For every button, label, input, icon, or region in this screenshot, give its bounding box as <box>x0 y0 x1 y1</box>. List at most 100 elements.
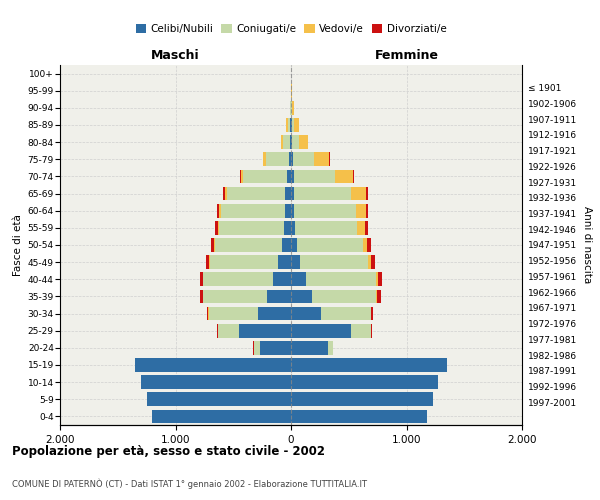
Bar <box>312 290 376 304</box>
Bar <box>221 204 284 218</box>
Bar <box>321 306 371 320</box>
Bar <box>290 136 291 149</box>
Bar <box>371 306 373 320</box>
Bar <box>351 324 371 338</box>
Bar <box>292 101 293 114</box>
Bar <box>217 204 219 218</box>
Bar <box>295 221 358 234</box>
Bar <box>141 376 291 389</box>
Bar <box>281 136 283 149</box>
Bar <box>282 238 291 252</box>
Bar <box>368 256 371 269</box>
Bar <box>299 136 308 149</box>
Bar <box>278 256 291 269</box>
Bar <box>371 256 375 269</box>
Bar <box>362 238 367 252</box>
Bar <box>146 392 291 406</box>
Bar <box>223 186 224 200</box>
Bar <box>211 238 214 252</box>
Bar <box>291 410 427 424</box>
Bar <box>366 204 368 218</box>
Bar <box>287 118 290 132</box>
Bar <box>203 272 272 286</box>
Bar <box>254 341 260 354</box>
Bar <box>291 221 295 234</box>
Bar <box>206 306 208 320</box>
Bar <box>295 118 299 132</box>
Bar <box>353 170 354 183</box>
Text: COMUNE DI PATERNÒ (CT) - Dati ISTAT 1° gennaio 2002 - Elaborazione TUTTITALIA.IT: COMUNE DI PATERNÒ (CT) - Dati ISTAT 1° g… <box>12 478 367 489</box>
Bar <box>203 290 267 304</box>
Bar <box>284 221 291 234</box>
Bar <box>365 221 368 234</box>
Bar <box>295 204 356 218</box>
Bar <box>214 238 215 252</box>
Bar <box>200 290 203 304</box>
Bar <box>291 170 294 183</box>
Bar <box>291 290 312 304</box>
Bar <box>291 238 297 252</box>
Bar <box>243 170 287 183</box>
Bar <box>297 238 362 252</box>
Bar <box>218 221 220 234</box>
Bar <box>241 170 243 183</box>
Bar <box>218 324 239 338</box>
Bar <box>291 186 295 200</box>
Bar <box>291 341 328 354</box>
Bar <box>351 186 366 200</box>
Bar <box>295 186 351 200</box>
Bar <box>367 238 371 252</box>
Bar <box>376 272 377 286</box>
Bar <box>377 272 382 286</box>
Bar <box>224 186 227 200</box>
Text: Popolazione per età, sesso e stato civile - 2002: Popolazione per età, sesso e stato civil… <box>12 444 325 458</box>
Bar <box>291 376 437 389</box>
Bar <box>291 306 321 320</box>
Bar <box>294 170 335 183</box>
Bar <box>358 221 365 234</box>
Bar <box>292 136 299 149</box>
Bar <box>272 272 291 286</box>
Bar <box>291 136 292 149</box>
Bar <box>200 272 203 286</box>
Y-axis label: Fasce di età: Fasce di età <box>13 214 23 276</box>
Bar <box>286 118 287 132</box>
Text: Femmine: Femmine <box>374 48 439 62</box>
Bar <box>291 272 306 286</box>
Bar <box>366 186 368 200</box>
Bar <box>289 152 291 166</box>
Bar <box>215 221 218 234</box>
Bar <box>300 256 368 269</box>
Bar <box>260 341 291 354</box>
Legend: Celibi/Nubili, Coniugati/e, Vedovi/e, Divorziati/e: Celibi/Nubili, Coniugati/e, Vedovi/e, Di… <box>131 20 451 38</box>
Bar <box>152 410 291 424</box>
Bar <box>291 324 351 338</box>
Bar <box>239 170 241 183</box>
Text: Maschi: Maschi <box>151 48 200 62</box>
Bar <box>135 358 291 372</box>
Bar <box>206 256 209 269</box>
Bar <box>267 290 291 304</box>
Bar <box>219 204 221 218</box>
Bar <box>239 324 291 338</box>
Bar <box>314 152 329 166</box>
Bar <box>291 152 293 166</box>
Bar <box>284 204 291 218</box>
Bar <box>292 118 295 132</box>
Bar <box>291 256 300 269</box>
Bar <box>209 306 257 320</box>
Y-axis label: Anni di nascita: Anni di nascita <box>581 206 592 284</box>
Bar <box>210 256 278 269</box>
Bar <box>263 152 266 166</box>
Bar <box>306 272 376 286</box>
Bar <box>209 256 210 269</box>
Bar <box>377 290 380 304</box>
Bar <box>285 186 291 200</box>
Bar <box>220 221 284 234</box>
Bar <box>356 204 366 218</box>
Bar <box>266 152 289 166</box>
Bar <box>291 358 447 372</box>
Bar <box>227 186 285 200</box>
Bar <box>328 341 333 354</box>
Bar <box>257 306 291 320</box>
